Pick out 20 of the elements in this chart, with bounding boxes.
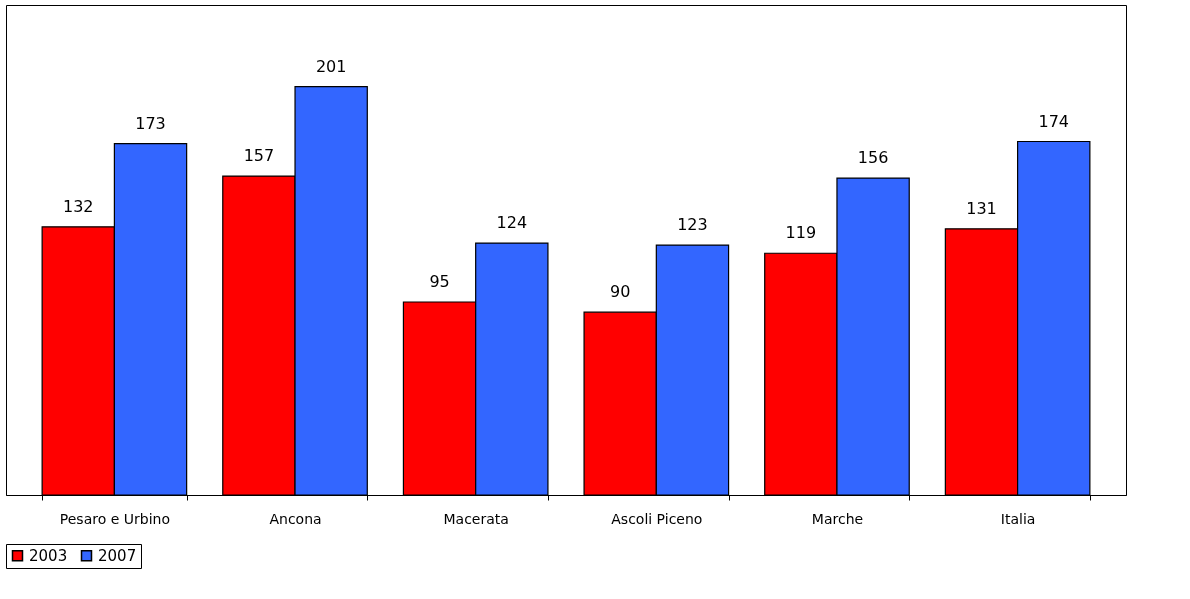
legend-label: 2007 — [98, 546, 137, 565]
x-tick-label: Ancona — [269, 510, 322, 527]
data-label: 95 — [429, 272, 450, 292]
data-label: 124 — [496, 213, 528, 233]
x-tick-label: Pesaro e Urbino — [59, 510, 170, 527]
data-label: 131 — [966, 198, 997, 218]
data-label: 132 — [62, 196, 94, 216]
legend-label: 2003 — [29, 546, 68, 565]
data-label: 90 — [610, 282, 631, 302]
data-label: 173 — [135, 113, 166, 133]
x-tick-label: Macerata — [443, 510, 509, 527]
data-label: 156 — [857, 148, 889, 168]
data-label: 119 — [785, 223, 817, 243]
data-label: 174 — [1038, 111, 1070, 131]
x-tick-label: Italia — [1000, 510, 1036, 527]
data-label: 157 — [243, 146, 275, 166]
x-tick-label: Ascoli Piceno — [611, 510, 703, 527]
x-tick-label: Marche — [811, 510, 864, 527]
data-label: 201 — [315, 56, 347, 76]
data-label: 123 — [677, 215, 708, 235]
